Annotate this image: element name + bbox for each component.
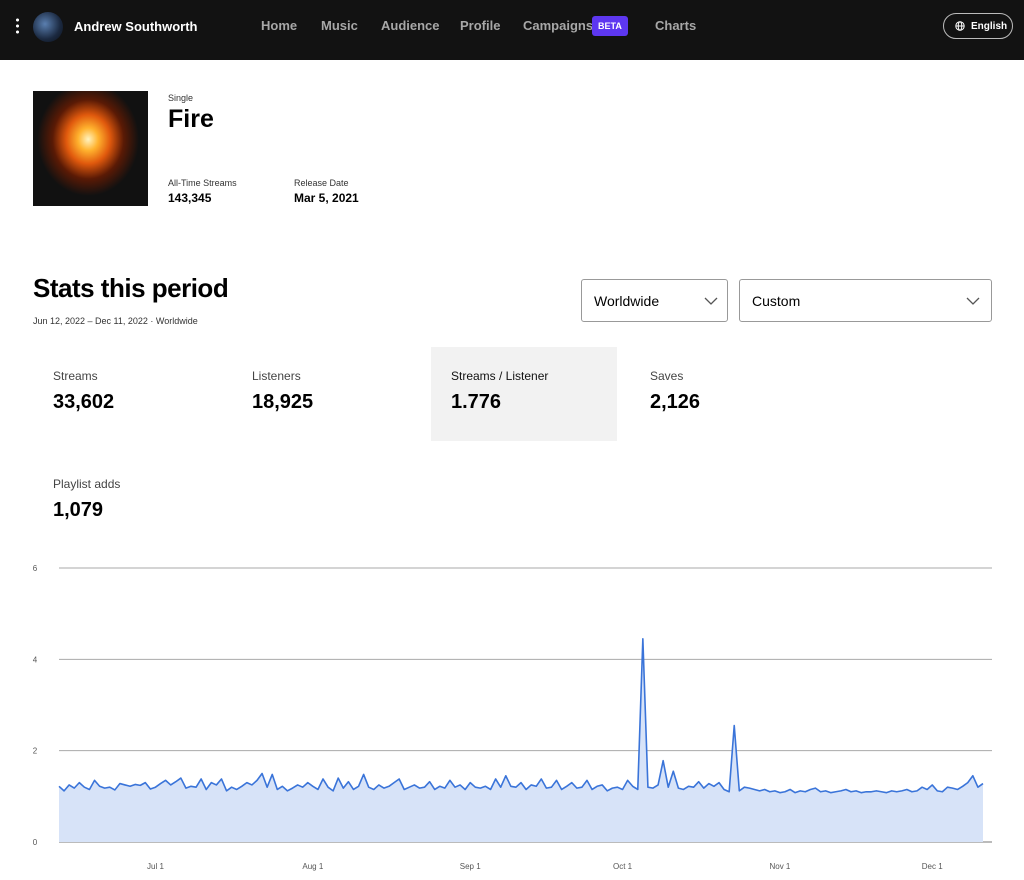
metric-label: Playlist adds <box>53 477 121 491</box>
y-tick-label: 6 <box>33 564 38 573</box>
x-tick-label: Aug 1 <box>302 862 323 871</box>
stat-label: Release Date <box>294 178 349 188</box>
beta-badge: BETA <box>592 16 628 36</box>
nav-link[interactable]: Charts <box>655 18 697 33</box>
metric-label: Saves <box>650 369 684 383</box>
metric-label: Listeners <box>252 369 301 383</box>
nav-link[interactable]: Home <box>261 18 298 33</box>
metric-card[interactable]: Saves 2,126 <box>630 347 816 441</box>
dropdown-label: Custom <box>752 293 801 309</box>
line <box>58 637 984 794</box>
y-tick-label: 0 <box>33 838 38 847</box>
nav-link[interactable]: Profile <box>460 18 501 33</box>
y-tick-label: 4 <box>33 655 38 664</box>
metric-card[interactable]: Listeners 18,925 <box>232 347 418 441</box>
x-tick-label: Nov 1 <box>769 862 790 871</box>
metric-value: 18,925 <box>252 391 314 413</box>
metric-value: 1.776 <box>451 391 502 413</box>
metric-label: Streams / Listener <box>451 369 549 383</box>
period-dropdown[interactable]: Custom <box>739 279 992 322</box>
chevron <box>704 297 718 305</box>
nav-link[interactable]: Audience <box>381 18 440 33</box>
metric-value: 33,602 <box>53 391 115 413</box>
area-fill <box>59 638 983 842</box>
chevron <box>966 297 980 305</box>
menu-icon[interactable] <box>16 17 19 35</box>
metric-card-selected[interactable]: Streams / Listener 1.776 <box>431 347 617 441</box>
language-button[interactable]: English <box>943 13 1013 39</box>
x-tick-label: Dec 1 <box>922 862 943 871</box>
artist-name[interactable]: Andrew Southworth <box>74 19 198 34</box>
cover-art <box>33 91 148 206</box>
y-tick-label: 2 <box>33 747 38 756</box>
nav-link[interactable]: Campaigns <box>523 18 594 33</box>
release-title: Fire <box>168 105 214 133</box>
chart: 0 2 4 6 Jul 1 Aug 1 Sep 1 Oct 1 Nov 1 Dec 1 <box>33 564 992 871</box>
stat-value: 143,345 <box>168 191 212 205</box>
section-title: Stats this period <box>33 273 229 303</box>
x-tick-label: Jul 1 <box>147 862 164 871</box>
section-subtitle: Jun 12, 2022 – Dec 11, 2022 · Worldwide <box>33 316 198 326</box>
top-bar: Andrew Southworth Home Music Audience Pr… <box>0 0 1024 60</box>
release-kind: Single <box>168 93 194 103</box>
globe-icon <box>955 21 965 31</box>
stat-label: All-Time Streams <box>168 178 237 188</box>
metric-label: Streams <box>53 369 98 383</box>
nav-link[interactable]: Music <box>321 18 358 33</box>
x-tick-label: Sep 1 <box>460 862 481 871</box>
stat-value: Mar 5, 2021 <box>294 191 359 205</box>
region-dropdown[interactable]: Worldwide <box>581 279 728 322</box>
metric-card[interactable]: Streams 33,602 <box>33 347 219 441</box>
x-tick-label: Oct 1 <box>613 862 633 871</box>
language-label: English <box>971 21 1008 32</box>
metric-value: 1,079 <box>53 499 104 521</box>
metric-card[interactable]: Playlist adds 1,079 <box>33 455 219 549</box>
dropdown-label: Worldwide <box>594 293 660 309</box>
avatar[interactable] <box>33 12 63 42</box>
metric-value: 2,126 <box>650 391 701 413</box>
